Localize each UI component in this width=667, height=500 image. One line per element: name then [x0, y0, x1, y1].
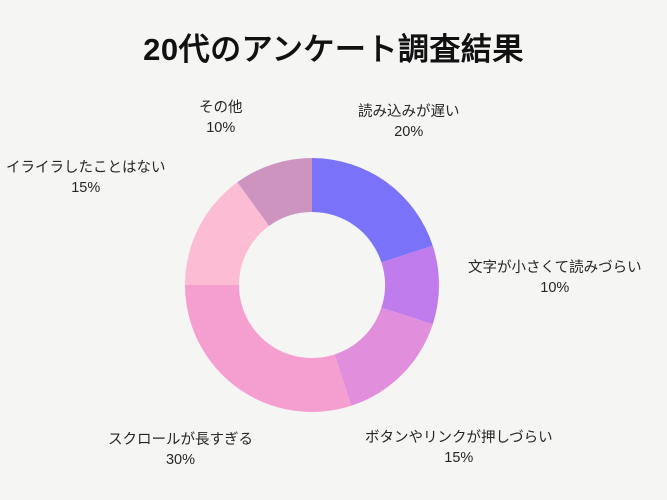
slice-label-1-percent: 10%	[540, 279, 570, 296]
slice-label-0-name: 読み込みが遅い	[358, 104, 460, 120]
donut-chart-graphic	[185, 158, 439, 412]
slice-label-2-name: ボタンやリンクが押しづらい	[365, 430, 553, 446]
donut-slice-2	[334, 307, 433, 406]
donut-slice-5	[237, 158, 312, 226]
donut-slice-0	[312, 158, 433, 263]
donut-svg	[185, 158, 439, 412]
slice-label-3-name: スクロールが長すぎる	[108, 432, 253, 448]
chart-title: 20代のアンケート調査結果	[143, 32, 524, 67]
slice-label-1-name: 文字が小さくて読みづらい	[468, 260, 642, 276]
slice-label-3-percent: 30%	[165, 451, 196, 468]
donut-slices	[185, 158, 439, 412]
slice-label-1: 文字が小さくて読みづらい 10%	[468, 259, 642, 298]
slice-label-4-percent: 15%	[71, 179, 101, 196]
slice-label-4: イライラしたことはない 15%	[6, 159, 166, 198]
slice-label-0: 読み込みが遅い 20%	[358, 103, 460, 142]
slice-label-2: ボタンやリンクが押しづらい 15%	[365, 429, 553, 468]
slice-label-5-percent: 10%	[206, 119, 236, 136]
donut-slice-1	[381, 245, 439, 325]
slice-label-3: スクロールが長すぎる 30%	[108, 431, 253, 470]
donut-slice-3	[185, 285, 352, 412]
slice-label-0-percent: 20%	[394, 123, 424, 140]
slice-label-2-percent: 15%	[444, 449, 474, 466]
slice-label-5: その他 10%	[199, 99, 243, 138]
slice-label-4-name: イライラしたことはない	[6, 160, 166, 176]
slice-label-5-name: その他	[199, 100, 243, 116]
donut-slice-4	[185, 182, 270, 285]
